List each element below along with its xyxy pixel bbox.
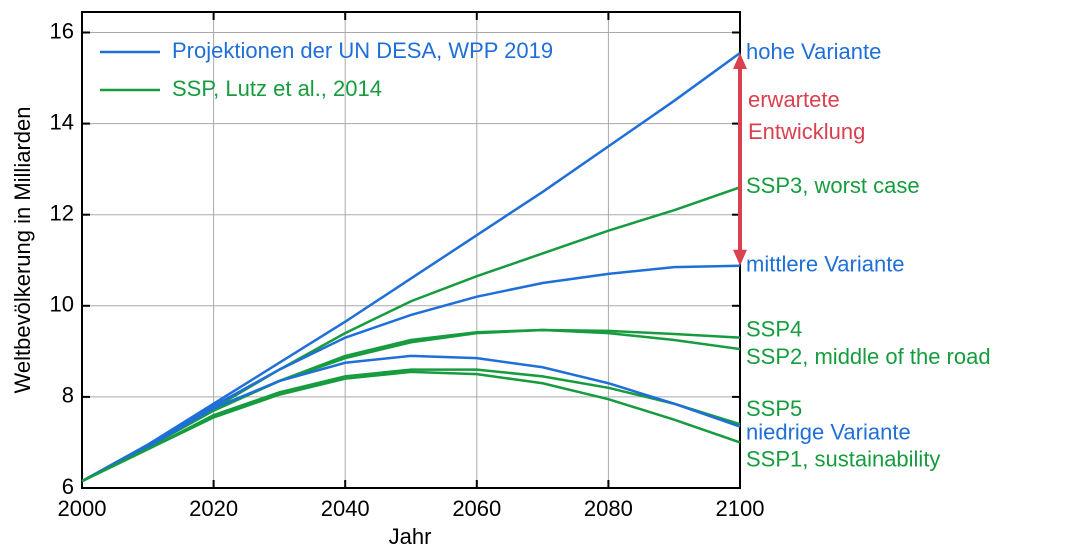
series-line [81,354,741,483]
x-tick-label: 2080 [584,496,633,521]
arrow-head [733,52,747,69]
y-tick-label: 12 [50,201,74,226]
x-tick-label: 2040 [321,496,370,521]
y-axis-label: Weltbevölkerung in Milliarden [10,107,35,394]
series-label: hohe Variante [746,39,881,64]
series-line [81,186,741,483]
series-label: SSP4 [746,316,802,341]
y-tick-label: 6 [62,474,74,499]
series-line [81,370,741,483]
arrow-head [733,249,747,266]
series-line [81,368,741,483]
series-line [81,264,741,483]
series-label: SSP5 [746,396,802,421]
y-tick-label: 10 [50,292,74,317]
x-axis-label: Jahr [389,524,432,549]
x-tick-label: 2000 [58,496,107,521]
legend-label: SSP, Lutz et al., 2014 [172,76,382,101]
series-label: SSP1, sustainability [746,446,940,471]
x-tick-label: 2020 [189,496,238,521]
x-tick-label: 2100 [716,496,765,521]
legend-label: Projektionen der UN DESA, WPP 2019 [172,38,553,63]
series-label: SSP3, worst case [746,173,920,198]
series-label: SSP2, middle of the road [746,344,991,369]
x-tick-label: 2060 [452,496,501,521]
annotation-text: erwartete [748,87,840,112]
series-label: mittlere Variante [746,252,905,277]
series-line [81,328,741,483]
y-tick-label: 8 [62,383,74,408]
annotation-text: Entwicklung [748,119,865,144]
y-tick-label: 14 [50,109,74,134]
series-label: niedrige Variante [746,419,911,444]
y-tick-label: 16 [50,18,74,43]
series-line [81,51,741,483]
series-line [81,328,741,483]
